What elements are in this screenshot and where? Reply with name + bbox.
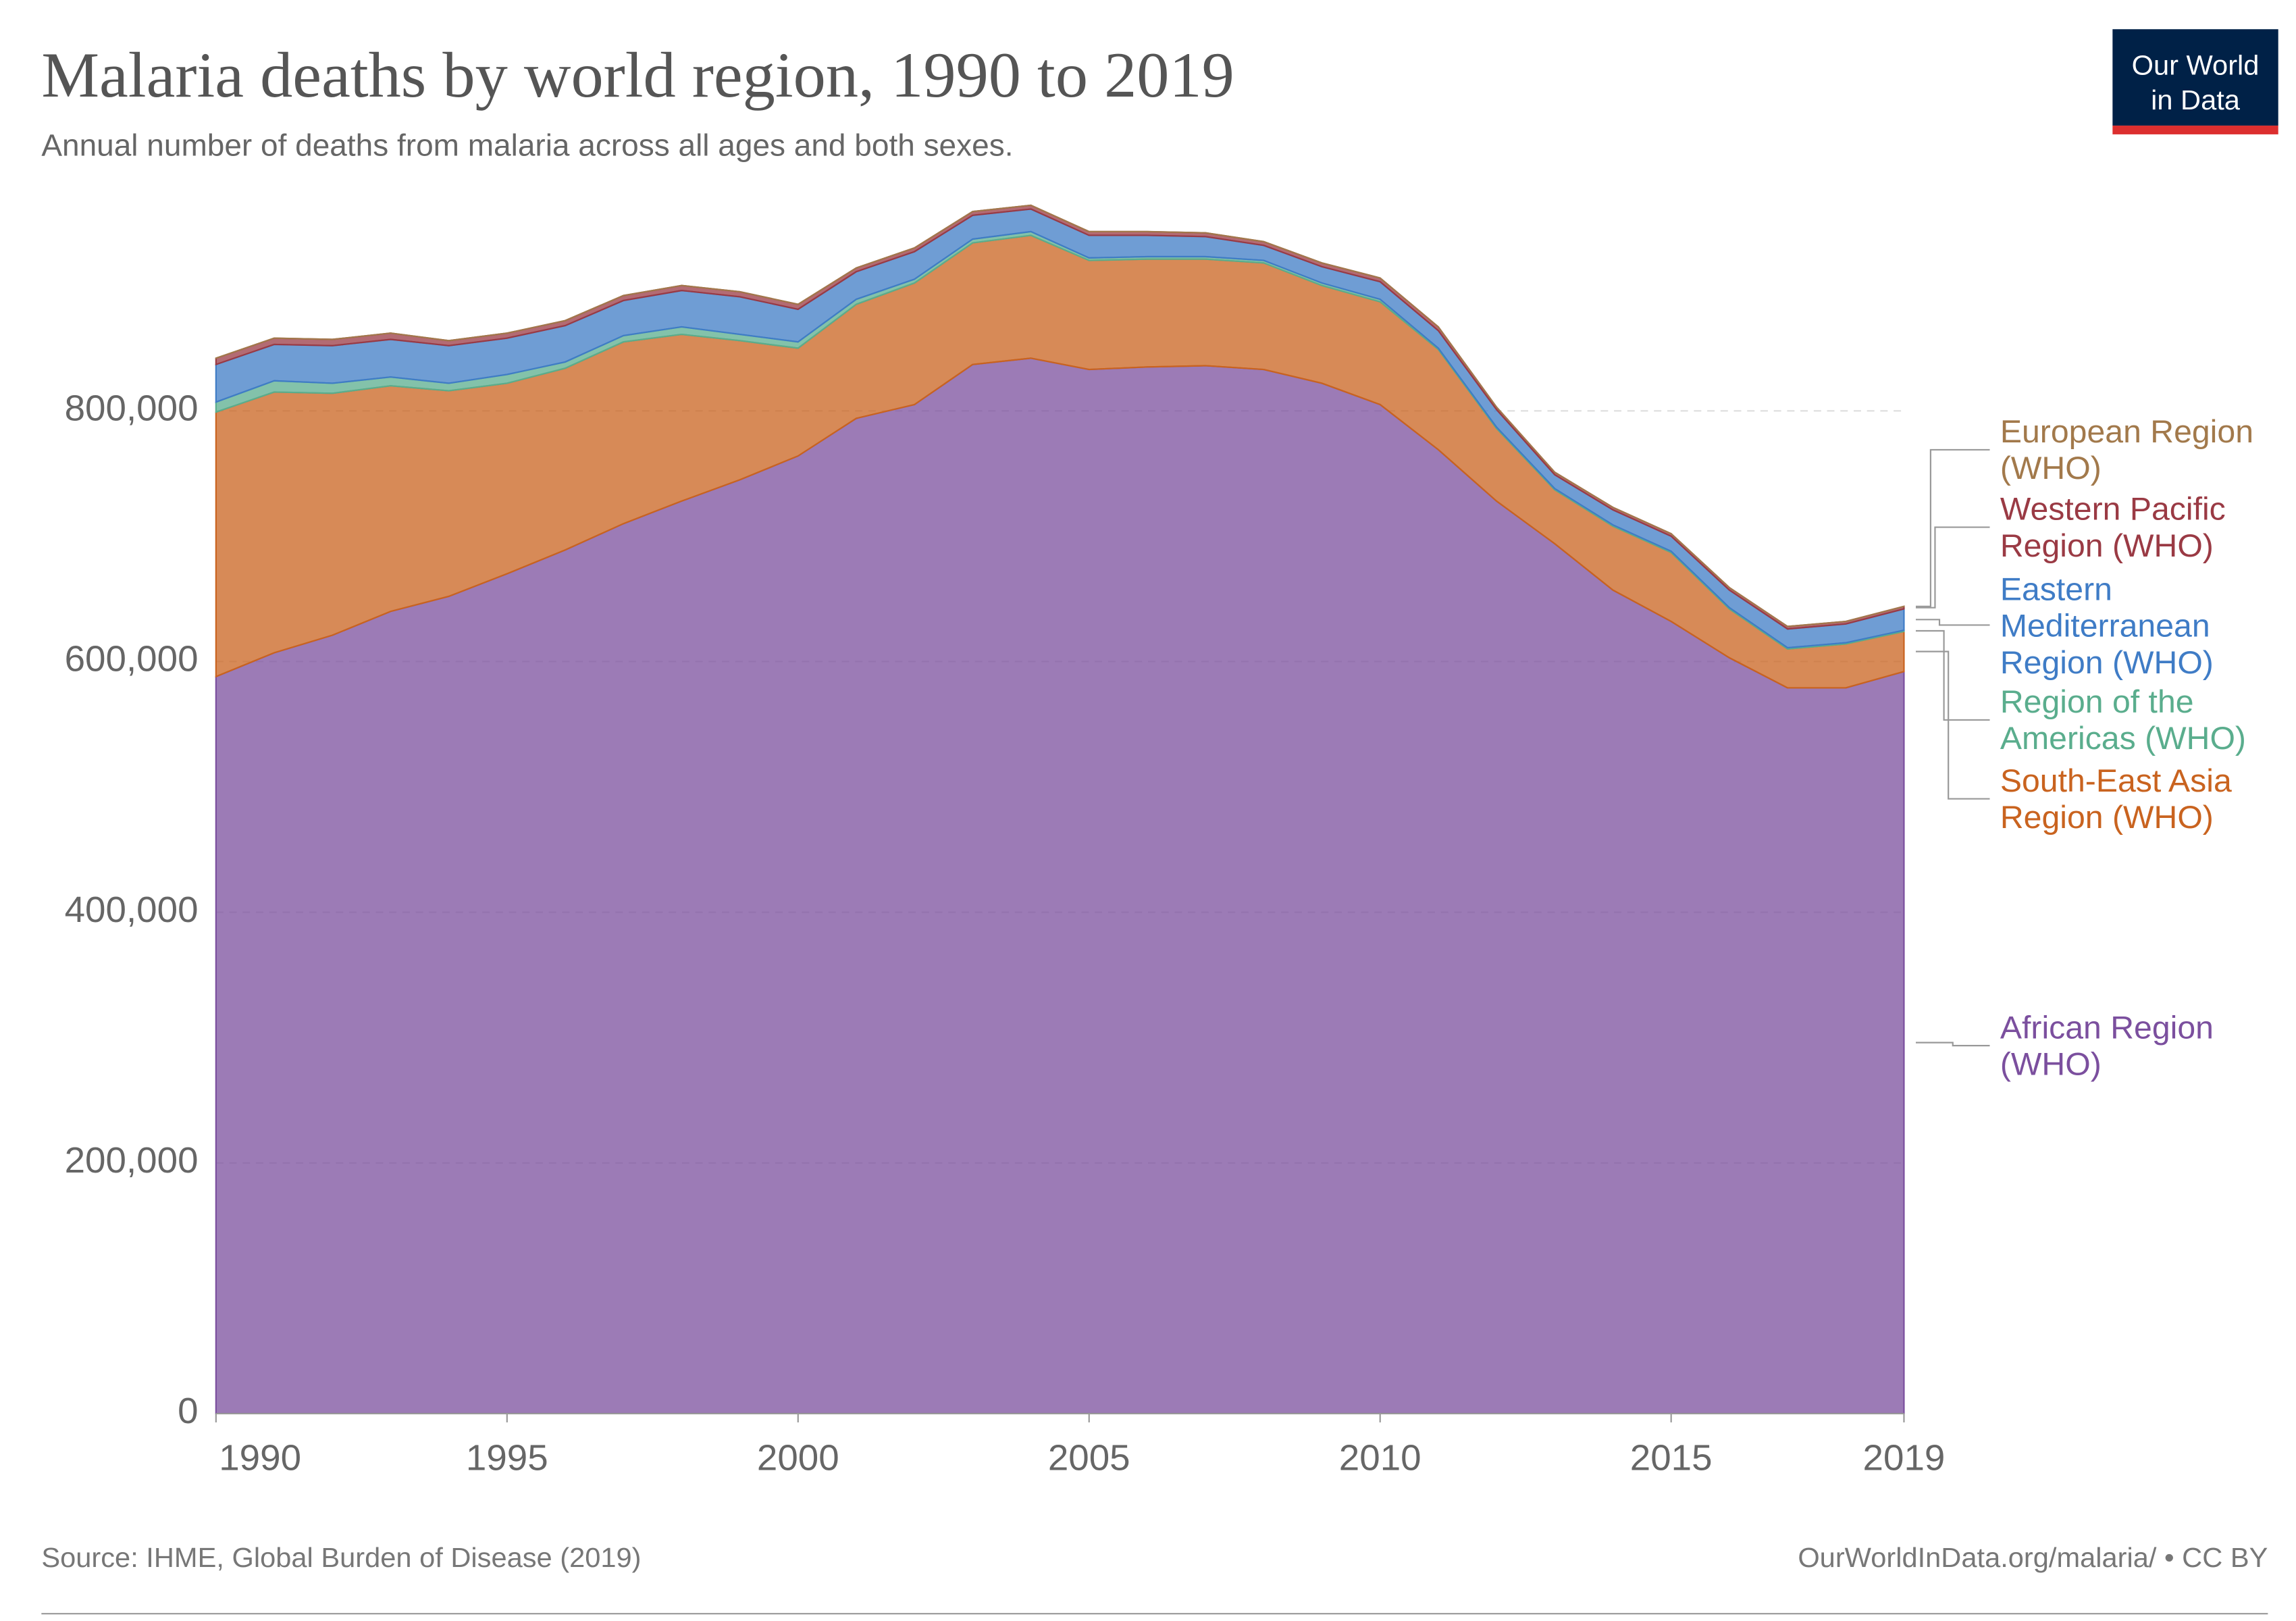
legend-label-box: European Region (WHO) bbox=[2000, 413, 2254, 486]
credit: OurWorldInData.org/malaria/ • CC BY bbox=[1798, 1542, 2268, 1573]
legend-connector bbox=[1915, 526, 1990, 609]
chart-subtitle: Annual number of deaths from malaria acr… bbox=[41, 128, 1013, 163]
logo-box bbox=[2112, 29, 2278, 126]
x-tick-label: 2010 bbox=[1339, 1437, 1421, 1478]
y-tick-label: 600,000 bbox=[65, 638, 199, 679]
y-tick-label: 400,000 bbox=[65, 889, 199, 930]
legend-label-box: Western Pacific Region (WHO) bbox=[2000, 490, 2226, 564]
legend-label: Eastern Mediterranean Region (WHO) bbox=[2000, 570, 2214, 680]
x-tick-label: 2019 bbox=[1863, 1437, 1946, 1478]
legend-label-box: African Region (WHO) bbox=[2000, 1009, 2214, 1083]
legend-connector bbox=[1915, 448, 1990, 607]
logo-text: Our World bbox=[2132, 50, 2260, 81]
logo-bar bbox=[2112, 125, 2278, 134]
y-tick-label: 0 bbox=[178, 1391, 198, 1432]
legend-label-box: South-East Asia Region (WHO) bbox=[2000, 762, 2232, 835]
legend-label: European Region (WHO) bbox=[2000, 413, 2254, 486]
legend-connector bbox=[1915, 650, 1990, 800]
x-tick-label: 1990 bbox=[219, 1437, 301, 1478]
legend-label-box: Eastern Mediterranean Region (WHO) bbox=[2000, 570, 2214, 680]
logo-text: in Data bbox=[2151, 84, 2240, 115]
legend-label: Western Pacific Region (WHO) bbox=[2000, 490, 2226, 564]
x-tick-label: 2005 bbox=[1048, 1437, 1130, 1478]
legend-connector bbox=[1915, 619, 1990, 626]
legend-connector bbox=[1915, 1041, 1990, 1047]
legend-label: African Region (WHO) bbox=[2000, 1009, 2214, 1083]
x-tick-label: 1995 bbox=[466, 1437, 548, 1478]
legend-label: Region of the Americas (WHO) bbox=[2000, 683, 2246, 756]
legend-label: South-East Asia Region (WHO) bbox=[2000, 762, 2232, 835]
y-tick-label: 800,000 bbox=[65, 388, 199, 429]
x-tick-label: 2015 bbox=[1630, 1437, 1713, 1478]
x-tick-label: 2000 bbox=[757, 1437, 839, 1478]
source: Source: IHME, Global Burden of Disease (… bbox=[41, 1542, 641, 1573]
chart-title: Malaria deaths by world region, 1990 to … bbox=[41, 39, 1234, 110]
legend-connector bbox=[1915, 629, 1990, 721]
logo: Our World in Data bbox=[2112, 29, 2278, 134]
y-tick-label: 200,000 bbox=[65, 1139, 199, 1181]
area bbox=[215, 204, 1905, 627]
legend-label-box: Region of the Americas (WHO) bbox=[2000, 683, 2246, 756]
